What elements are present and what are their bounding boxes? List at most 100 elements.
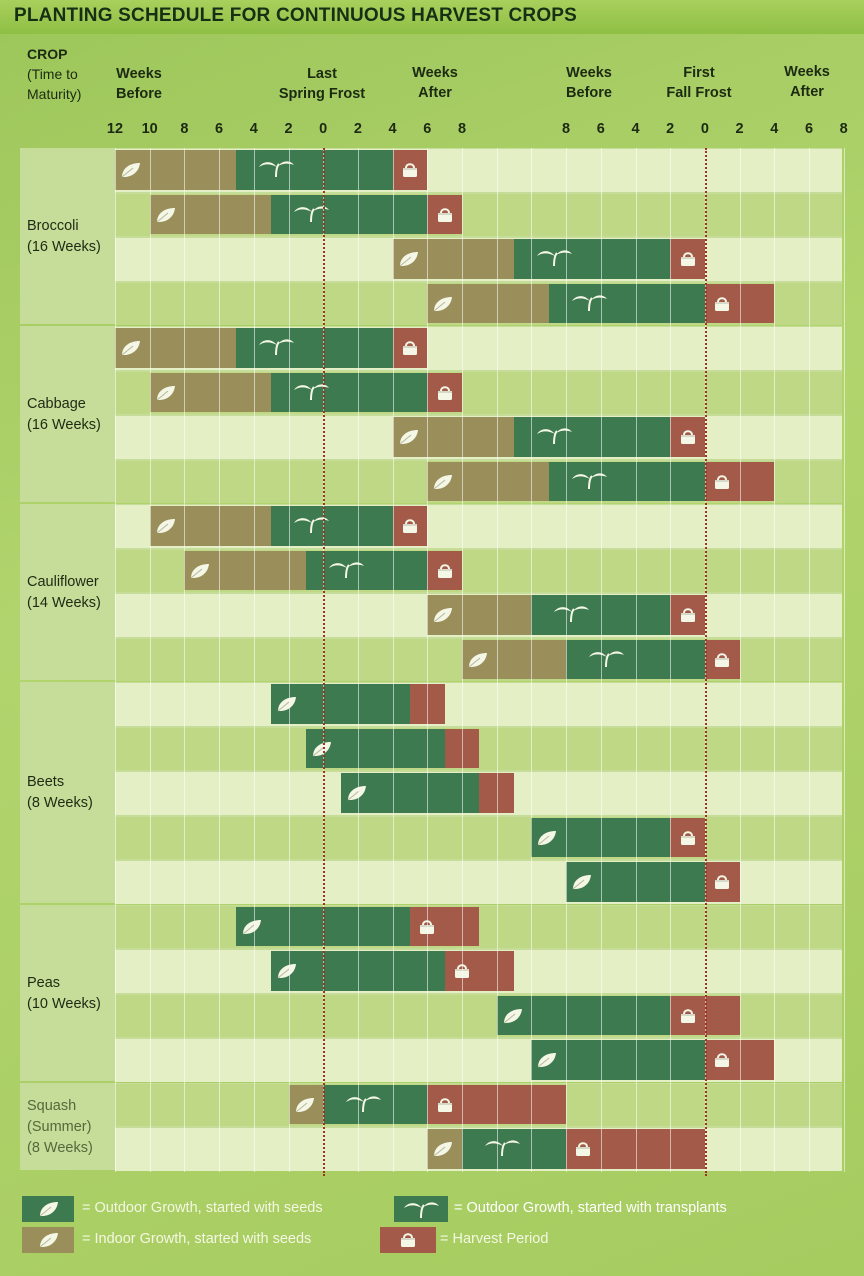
grid-line	[670, 148, 672, 1172]
crop-maturity: (10 Weeks)	[27, 995, 101, 1012]
header-first-fall-frost: First Fall Frost	[656, 63, 742, 103]
seed-leaf-icon	[309, 739, 335, 759]
harvest-bar	[409, 684, 445, 724]
legend-label-outtrans: = Outdoor Growth, started with transplan…	[454, 1200, 727, 1216]
crop-name: Peas	[27, 974, 61, 991]
header-weeks-before-fall-l1: Weeks	[566, 65, 612, 81]
crop-header-label: CROP	[27, 46, 68, 62]
seed-leaf-icon	[274, 694, 300, 714]
harvest-bar	[444, 728, 480, 768]
header-weeks-before-fall: Weeks Before	[558, 63, 620, 103]
crop-label: Peas (10 Weeks)	[27, 973, 101, 1015]
header-last-spring-frost: Last Spring Frost	[268, 64, 376, 104]
harvest-basket-icon	[712, 1050, 732, 1070]
grid-line	[357, 148, 359, 1172]
grid-line	[531, 148, 533, 1172]
x-tick-label-fall: 8	[839, 121, 848, 137]
transplant-sprout-icon	[399, 1199, 443, 1219]
crop-maturity: (14 Weeks)	[27, 595, 101, 611]
header-first-fall-frost-l2: Fall Frost	[666, 85, 732, 101]
harvest-basket-icon	[678, 605, 698, 625]
outdoor-growth-bar	[531, 1040, 705, 1080]
x-tick-label-spring: 6	[215, 121, 224, 137]
seed-leaf-icon	[569, 872, 595, 892]
crop-header-line3: Maturity)	[27, 86, 82, 102]
outdoor-growth-bar	[271, 506, 393, 546]
outdoor-growth-bar	[236, 328, 393, 368]
harvest-basket-icon	[400, 338, 420, 358]
crop-name: (Summer)	[27, 1118, 92, 1135]
grid-line	[774, 148, 776, 1172]
outdoor-growth-bar	[462, 1129, 567, 1169]
header-weeks-after-fall: Weeks After	[776, 62, 838, 102]
crop-label: Cauliflower (14 Weeks)	[27, 572, 101, 614]
header-weeks-before-spring-l2: Before	[116, 86, 162, 102]
x-tick-label-fall: 2	[735, 121, 744, 137]
header-weeks-after-fall-l2: After	[790, 84, 824, 100]
x-tick-label-fall: 6	[596, 121, 605, 137]
x-tick-label-spring: 2	[284, 121, 293, 137]
outdoor-growth-bar	[305, 550, 428, 590]
crop-maturity: (8 Weeks)	[27, 1139, 93, 1156]
outdoor-growth-bar	[514, 239, 671, 279]
outdoor-growth-bar	[271, 194, 428, 234]
transplant-sprout-icon	[584, 648, 628, 668]
harvest-basket-icon	[400, 160, 420, 180]
crop-label: Squash (Summer) (8 Weeks)	[27, 1096, 93, 1159]
outdoor-growth-bar	[531, 817, 671, 857]
transplant-sprout-icon	[532, 247, 576, 267]
grid-line	[392, 148, 394, 1172]
schedule-row	[115, 683, 842, 726]
transplant-sprout-icon	[289, 381, 333, 401]
x-tick-label-fall: 6	[804, 121, 814, 137]
harvest-basket-icon	[678, 249, 698, 269]
grid-line	[253, 148, 255, 1172]
crop-label: Beets (8 Weeks)	[27, 772, 93, 814]
x-tick-label-spring: 4	[249, 121, 258, 137]
x-tick-label-fall: 2	[666, 121, 675, 137]
harvest-basket-icon	[678, 828, 698, 848]
outdoor-growth-bar	[566, 862, 705, 902]
crop-name: Beets	[27, 774, 65, 791]
outdoor-growth-bar	[496, 995, 671, 1035]
harvest-basket-icon	[435, 1095, 455, 1115]
crop-maturity: (16 Weeks)	[27, 239, 101, 255]
header-weeks-after-spring-l1: Weeks	[412, 65, 458, 81]
header-weeks-before-spring: Weeks Before	[108, 64, 170, 104]
seed-leaf-icon	[465, 650, 491, 670]
outdoor-growth-bar	[340, 773, 480, 813]
harvest-basket-icon	[573, 1139, 593, 1159]
frost-date-line	[323, 148, 326, 1176]
harvest-basket-icon	[678, 1006, 698, 1026]
seed-leaf-icon	[153, 383, 179, 403]
harvest-basket-icon	[712, 294, 732, 314]
header-weeks-before-fall-l2: Before	[566, 85, 612, 101]
outdoor-growth-bar	[531, 595, 671, 635]
seed-leaf-icon	[118, 160, 144, 180]
transplant-sprout-icon	[549, 603, 593, 623]
grid-line	[843, 148, 845, 1172]
transplant-sprout-icon	[254, 336, 298, 356]
seed-leaf-icon	[153, 516, 179, 536]
grid-line	[184, 148, 186, 1172]
x-tick-label-spring: 4	[388, 121, 397, 137]
x-tick-label-spring: 8	[457, 121, 467, 137]
seed-leaf-icon	[344, 783, 370, 803]
x-tick-label-spring: 8	[180, 121, 189, 137]
header-last-spring-frost-l2: Spring Frost	[278, 86, 366, 102]
x-tick-label-fall: 8	[562, 121, 571, 137]
outdoor-growth-bar	[236, 150, 393, 190]
header-last-spring-frost-l1: Last	[307, 66, 337, 82]
outdoor-growth-bar	[566, 639, 705, 679]
seed-leaf-icon	[274, 961, 300, 981]
legend-label-outseed: = Outdoor Growth, started with seeds	[82, 1200, 323, 1216]
x-tick-label-fall: 0	[700, 121, 709, 137]
grid-line	[600, 148, 602, 1172]
harvest-basket-icon	[398, 1230, 418, 1250]
crop-name: Broccoli	[27, 218, 79, 234]
grid-line	[566, 148, 568, 1172]
crop-maturity: (16 Weeks)	[27, 417, 101, 433]
seed-leaf-icon	[534, 1050, 560, 1070]
seed-leaf-icon	[500, 1006, 526, 1026]
